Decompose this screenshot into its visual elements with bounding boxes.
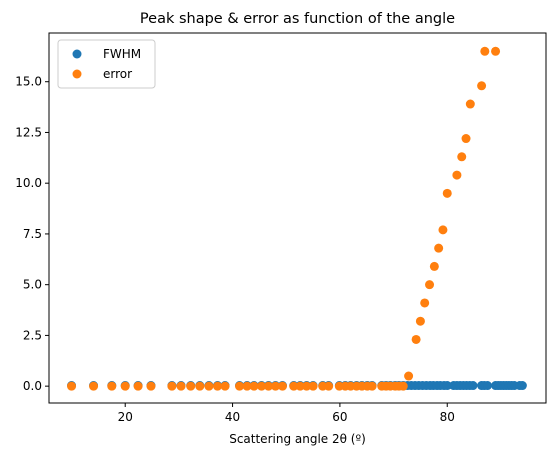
data-point bbox=[442, 188, 452, 198]
data-point bbox=[480, 46, 490, 56]
data-point bbox=[482, 381, 492, 391]
data-point bbox=[434, 243, 444, 253]
data-point bbox=[146, 381, 156, 391]
data-point bbox=[89, 381, 99, 391]
y-tick-label: 0.0 bbox=[23, 379, 42, 393]
data-point bbox=[452, 170, 462, 180]
data-point bbox=[257, 381, 267, 391]
y-tick-label: 2.5 bbox=[23, 328, 42, 342]
legend-box bbox=[57, 39, 156, 89]
data-point bbox=[442, 381, 452, 391]
data-point bbox=[249, 381, 259, 391]
legend-label: error bbox=[103, 67, 132, 81]
data-point bbox=[289, 381, 299, 391]
legend: FWHM error bbox=[57, 39, 156, 89]
data-point bbox=[415, 316, 425, 326]
data-point bbox=[465, 99, 475, 109]
data-point bbox=[468, 381, 478, 391]
axes-frame bbox=[48, 32, 547, 404]
data-point bbox=[404, 371, 414, 381]
y-tick-label: 5.0 bbox=[23, 278, 42, 292]
data-point bbox=[461, 134, 471, 144]
data-point bbox=[425, 280, 435, 290]
data-point bbox=[367, 381, 377, 391]
data-point bbox=[235, 381, 245, 391]
data-point bbox=[264, 381, 274, 391]
data-point bbox=[429, 261, 439, 271]
data-point bbox=[204, 381, 214, 391]
data-point bbox=[295, 381, 305, 391]
x-axis: 20 40 60 80 bbox=[118, 403, 455, 424]
data-point bbox=[398, 381, 408, 391]
data-point bbox=[133, 381, 143, 391]
legend-marker bbox=[72, 49, 82, 59]
x-tick-label: 60 bbox=[332, 410, 347, 424]
data-point bbox=[270, 381, 280, 391]
x-tick-label: 20 bbox=[118, 410, 133, 424]
x-tick-label: 80 bbox=[440, 410, 455, 424]
data-point bbox=[491, 46, 501, 56]
data-point bbox=[176, 381, 186, 391]
y-tick-label: 15.0 bbox=[15, 75, 42, 89]
data-point bbox=[420, 298, 430, 308]
x-tick-label: 40 bbox=[225, 410, 240, 424]
data-point bbox=[213, 381, 223, 391]
data-point bbox=[308, 381, 318, 391]
data-point bbox=[242, 381, 252, 391]
data-point bbox=[167, 381, 177, 391]
legend-label: FWHM bbox=[103, 47, 141, 61]
data-point bbox=[477, 81, 487, 91]
x-axis-label: Scattering angle 2θ (º) bbox=[229, 432, 366, 446]
y-tick-label: 10.0 bbox=[15, 176, 42, 190]
data-point bbox=[302, 381, 312, 391]
data-point bbox=[457, 152, 467, 162]
data-point bbox=[411, 334, 421, 344]
chart-title: Peak shape & error as function of the an… bbox=[140, 11, 455, 27]
y-tick-label: 12.5 bbox=[15, 125, 42, 139]
data-point bbox=[517, 381, 527, 391]
series-error bbox=[67, 46, 501, 391]
data-point bbox=[195, 381, 205, 391]
data-point bbox=[107, 381, 117, 391]
y-tick-label: 7.5 bbox=[23, 227, 42, 241]
data-point bbox=[186, 381, 196, 391]
data-point bbox=[277, 381, 287, 391]
legend-marker bbox=[72, 69, 82, 79]
data-point bbox=[324, 381, 334, 391]
plot-area bbox=[67, 46, 527, 391]
data-point bbox=[120, 381, 130, 391]
data-point bbox=[438, 225, 448, 235]
data-point bbox=[67, 381, 77, 391]
y-axis: 0.0 2.5 5.0 7.5 10.0 12.5 15.0 bbox=[15, 75, 49, 393]
data-point bbox=[220, 381, 230, 391]
